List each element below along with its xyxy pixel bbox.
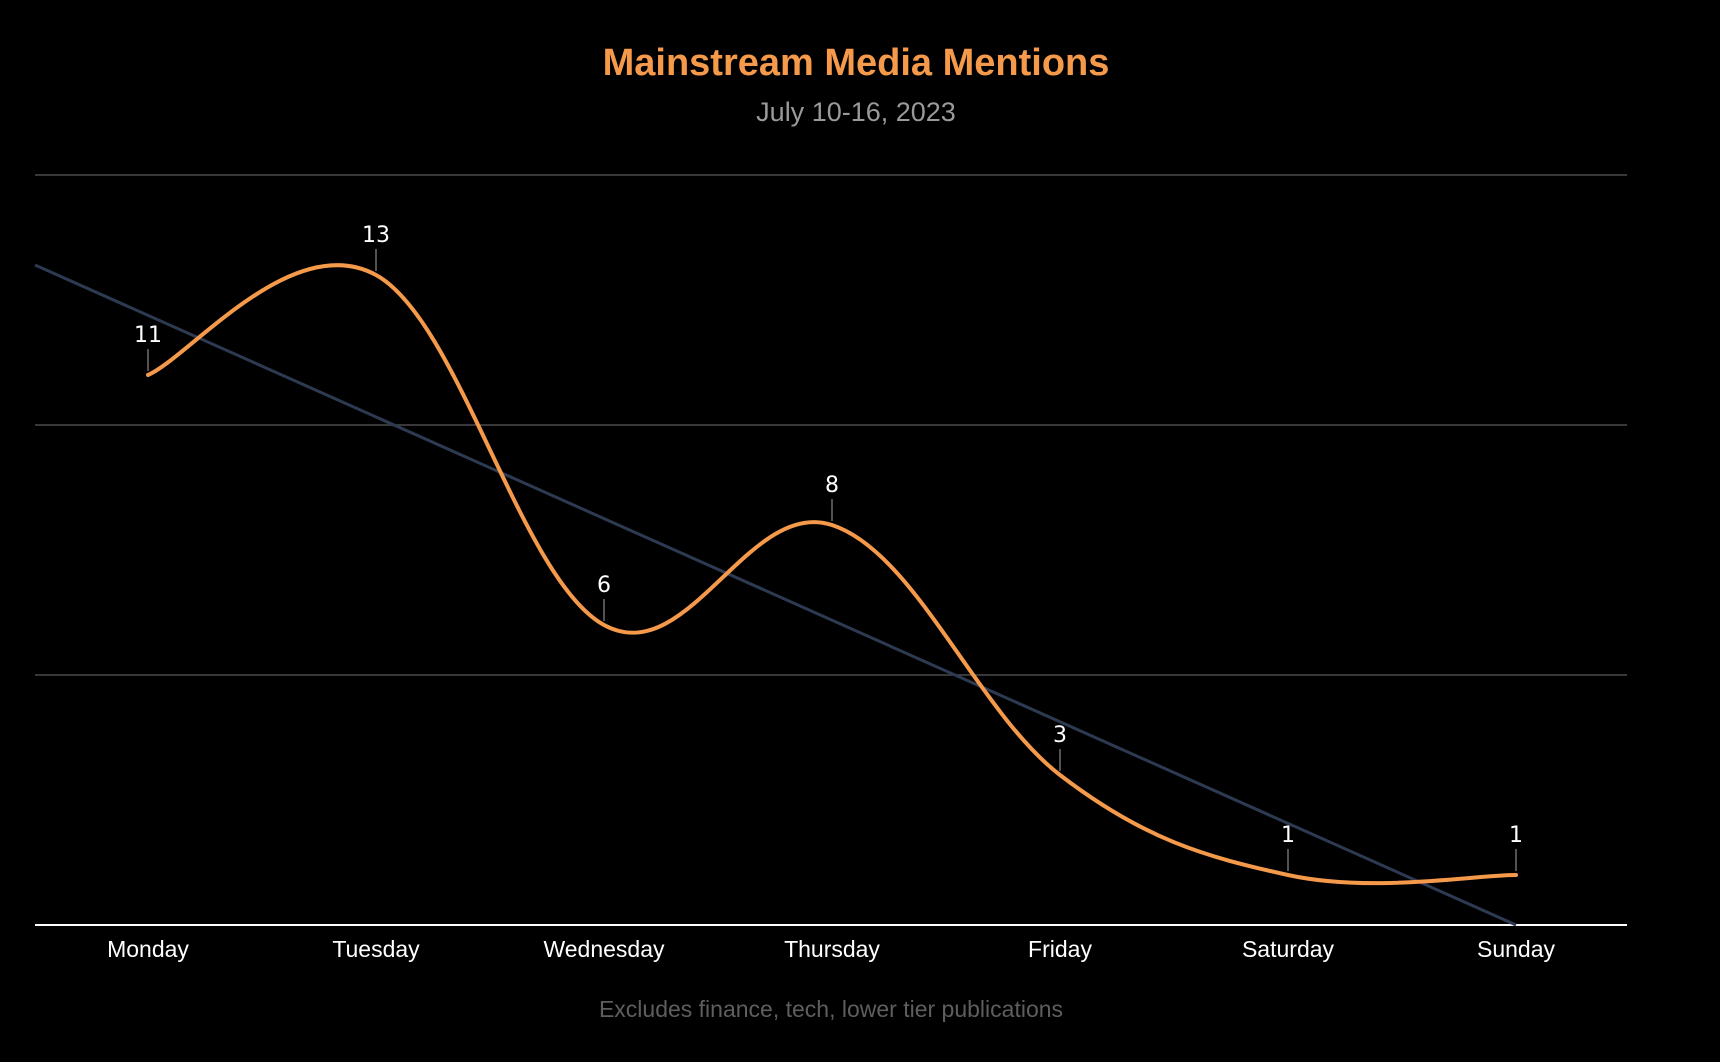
x-tick-label-sunday: Sunday <box>1477 936 1556 962</box>
data-label-friday: 3 <box>1053 723 1067 748</box>
x-tick-label-thursday: Thursday <box>784 936 880 962</box>
x-tick-label-friday: Friday <box>1028 936 1092 962</box>
chart-title: Mainstream Media Mentions <box>603 42 1110 84</box>
trendline-group <box>34 263 1517 927</box>
x-tick-label-group: Monday Tuesday Wednesday Thursday Friday Satu… <box>107 936 1555 962</box>
data-label-monday: 11 <box>134 323 162 348</box>
chart-subtitle: July 10-16, 2023 <box>756 97 956 127</box>
chart-footnote: Excludes finance, tech, lower tier publi… <box>599 996 1063 1022</box>
data-label-wednesday: 6 <box>597 573 611 598</box>
trendline <box>34 263 1517 927</box>
data-label-thursday: 8 <box>825 473 839 498</box>
data-label-saturday: 1 <box>1281 823 1295 848</box>
x-tick-label-monday: Monday <box>107 936 189 962</box>
x-tick-label-saturday: Saturday <box>1242 936 1335 962</box>
x-tick-label-tuesday: Tuesday <box>332 936 420 962</box>
data-label-sunday: 1 <box>1509 823 1523 848</box>
gridlines <box>35 174 1627 676</box>
series-line-mentions <box>146 263 1518 886</box>
series-group <box>146 263 1518 886</box>
x-tick-label-wednesday: Wednesday <box>543 936 665 962</box>
data-label-tuesday: 13 <box>362 223 390 248</box>
